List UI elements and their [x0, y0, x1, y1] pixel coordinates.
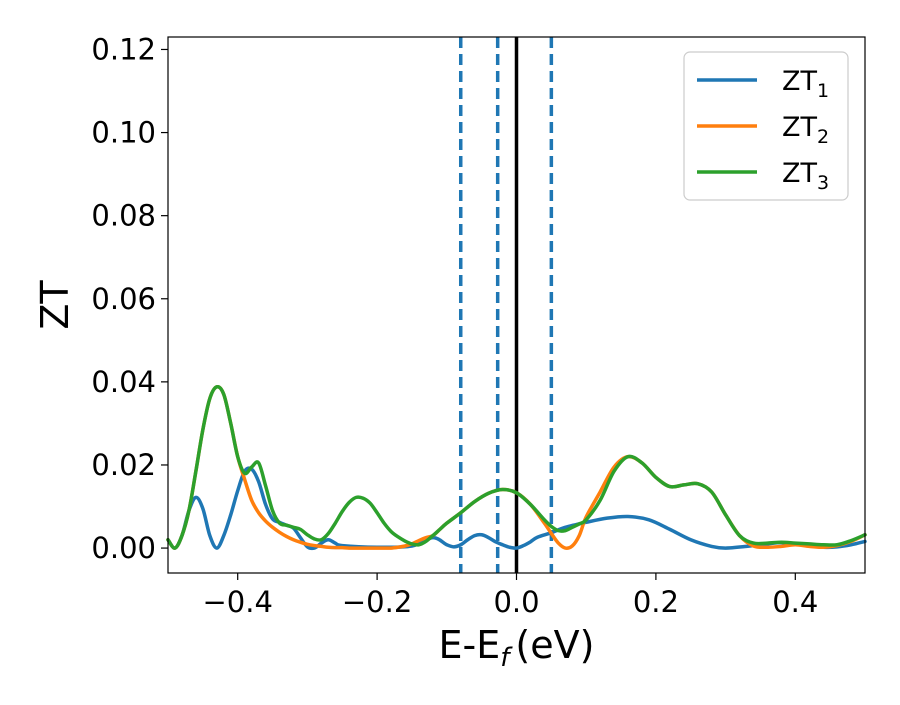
y-tick-label: 0.00: [91, 531, 156, 565]
y-tick-label: 0.06: [91, 282, 156, 316]
x-tick-label: −0.4: [202, 585, 272, 619]
y-tick-label: 0.04: [91, 365, 156, 399]
x-tick-label: 0.4: [772, 585, 818, 619]
y-tick-label: 0.10: [91, 116, 156, 150]
x-tick-label: −0.2: [342, 585, 412, 619]
x-axis-title-subscript: f: [500, 643, 513, 673]
y-tick-label: 0.02: [91, 448, 156, 482]
vertical-reference-lines: [458, 37, 554, 573]
series-lines: [166, 384, 867, 551]
series-line-zt3: [166, 384, 867, 550]
legend-box: [683, 51, 849, 201]
x-axis-title-unit: (eV): [515, 623, 594, 667]
legend-label-zt1: ZT1: [782, 66, 829, 102]
legend: ZT1 ZT2 ZT3: [683, 51, 849, 201]
y-tick-label: 0.12: [91, 32, 156, 66]
y-axis-title: ZT: [33, 280, 77, 330]
y-axis-ticks: 0.00 0.02 0.04 0.06 0.08 0.10 0.12: [91, 32, 168, 565]
x-tick-label: 0.0: [493, 585, 539, 619]
x-axis-title-main: E-E: [439, 623, 501, 667]
x-axis-ticks: −0.4 −0.2 0.0 0.2 0.4: [202, 573, 818, 619]
y-tick-label: 0.08: [91, 199, 156, 233]
legend-label-zt3: ZT3: [782, 158, 829, 194]
legend-label-zt2: ZT2: [782, 112, 829, 148]
x-axis-title: E-Ef (eV): [439, 623, 595, 673]
series-line-zt1: [166, 466, 867, 551]
x-tick-label: 0.2: [633, 585, 679, 619]
